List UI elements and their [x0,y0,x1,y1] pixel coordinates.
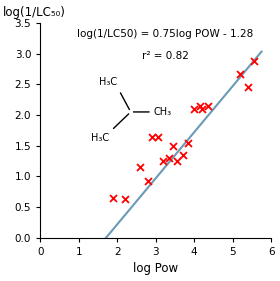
Text: CH₃: CH₃ [154,107,172,117]
Point [150,134,154,139]
Point [180,153,185,157]
Point [155,134,160,139]
Text: H₃C: H₃C [91,133,109,143]
Point [111,196,116,200]
Point [251,59,256,63]
Point [167,156,171,160]
Point [192,106,196,111]
Point [238,72,242,76]
Point [146,178,150,183]
Text: log(1/LC₅₀): log(1/LC₅₀) [3,6,66,19]
X-axis label: log Pow: log Pow [133,262,178,275]
Point [246,85,250,90]
Point [161,159,166,163]
Point [198,104,202,108]
Text: H₃C: H₃C [99,77,117,87]
Point [200,106,204,111]
Point [123,197,127,201]
Point [138,165,143,169]
Text: log(1/LC50) = 0.75log POW - 1.28: log(1/LC50) = 0.75log POW - 1.28 [77,29,253,39]
Point [171,144,175,148]
Point [206,104,210,108]
Text: r² = 0.82: r² = 0.82 [141,51,188,61]
Point [175,159,179,163]
Point [186,140,191,145]
